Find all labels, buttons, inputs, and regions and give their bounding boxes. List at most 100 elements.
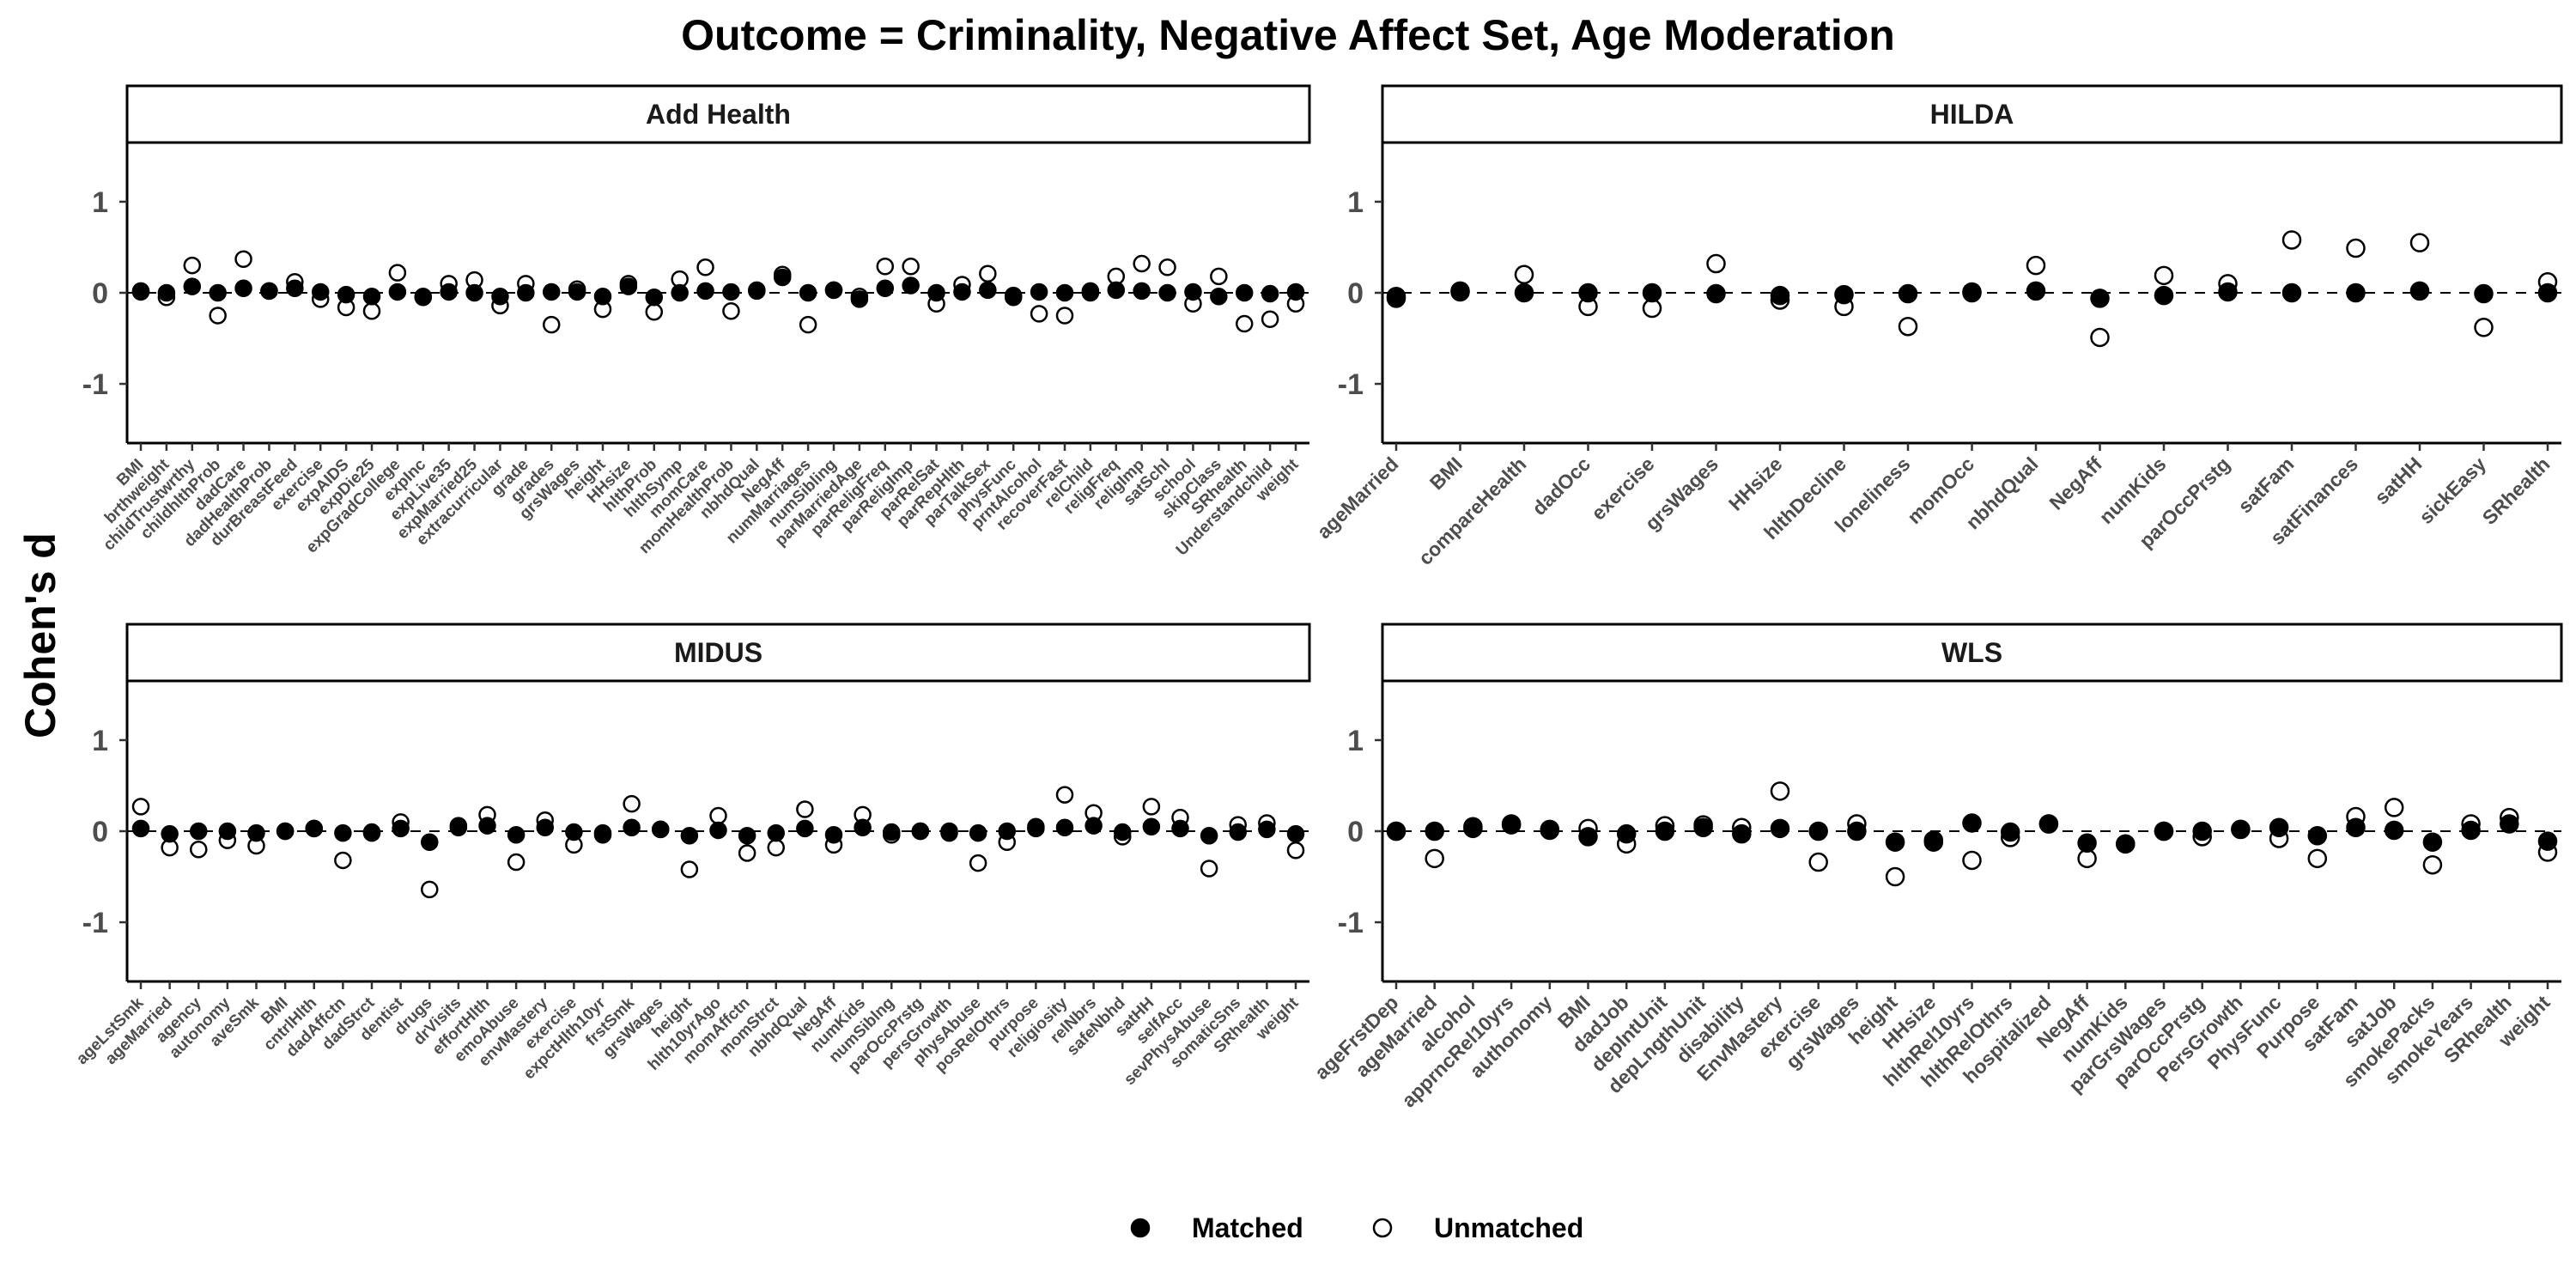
matched-point	[1030, 283, 1048, 301]
matched-point	[645, 289, 664, 307]
matched-point	[1158, 283, 1176, 302]
matched-point	[1616, 823, 1637, 844]
unmatched-point	[362, 301, 381, 320]
unmatched-point	[1425, 848, 1444, 869]
legend-marker-unmatched	[1372, 1218, 1393, 1238]
unmatched-point	[131, 798, 150, 816]
y-tick-label: 1	[92, 725, 108, 757]
unmatched-point	[234, 250, 252, 269]
matched-point	[969, 823, 987, 842]
unmatched-point	[680, 860, 699, 878]
matched-point	[1210, 287, 1228, 306]
unmatched-point	[2422, 854, 2443, 875]
unmatched-point	[696, 258, 714, 276]
matched-point	[1642, 283, 1662, 303]
matched-point	[2461, 820, 2481, 841]
matched-point	[1386, 286, 1406, 307]
unmatched-point	[2307, 848, 2328, 869]
matched-point	[2346, 283, 2366, 303]
unmatched-point	[421, 880, 439, 899]
matched-point	[2038, 814, 2059, 834]
matched-point	[1578, 827, 1598, 847]
matched-point	[1923, 832, 1944, 852]
y-tick-label: 1	[1347, 186, 1364, 219]
matched-point	[2384, 820, 2404, 841]
matched-point	[568, 283, 586, 301]
matched-point	[593, 823, 612, 842]
matched-point	[234, 279, 252, 297]
unmatched-point	[2346, 238, 2366, 258]
matched-point	[1055, 818, 1074, 837]
unmatched-point	[2281, 230, 2302, 250]
matched-point	[799, 283, 817, 302]
matched-point	[2192, 821, 2212, 841]
unmatched-point	[1055, 786, 1074, 804]
matched-point	[824, 281, 843, 300]
y-tick-label: -1	[82, 907, 108, 939]
matched-point	[1261, 284, 1279, 303]
unmatched-point	[1962, 850, 1982, 871]
matched-point	[1463, 818, 1483, 839]
matched-point	[1962, 813, 1982, 833]
matched-point	[1027, 819, 1045, 838]
unmatched-point	[1133, 254, 1151, 273]
matched-point	[883, 823, 901, 841]
matched-point	[311, 283, 330, 301]
matched-point	[1171, 819, 1189, 838]
matched-point	[157, 283, 176, 302]
matched-point	[671, 283, 689, 302]
matched-point	[2090, 289, 2110, 308]
y-tick-label: 0	[1347, 277, 1364, 310]
matched-point	[593, 287, 612, 306]
matched-point	[305, 819, 323, 838]
matched-point	[190, 822, 208, 841]
unmatched-point	[645, 303, 664, 321]
matched-point	[286, 279, 304, 297]
unmatched-point	[2384, 798, 2404, 817]
unmatched-point	[1808, 852, 1828, 872]
matched-point	[876, 279, 895, 297]
matched-point	[183, 277, 202, 295]
matched-point	[536, 818, 554, 837]
legend-label-matched: Matched	[1192, 1212, 1303, 1243]
matched-point	[1055, 283, 1074, 302]
y-tick-label: 0	[92, 816, 108, 848]
y-tick-label: 1	[1347, 725, 1364, 757]
matched-point	[131, 282, 150, 301]
matched-point	[260, 282, 278, 301]
matched-point	[1450, 282, 1470, 302]
unmatched-point	[2474, 318, 2494, 337]
y-tick-label: -1	[82, 368, 108, 401]
panel-strip-title: WLS	[1941, 637, 2002, 668]
unmatched-point	[1286, 841, 1305, 860]
matched-point	[796, 819, 814, 838]
matched-point	[517, 283, 535, 302]
matched-point	[1004, 289, 1023, 307]
matched-point	[491, 287, 509, 306]
matched-point	[1655, 821, 1675, 841]
matched-point	[2409, 281, 2430, 301]
matched-point	[414, 289, 433, 307]
matched-point	[2281, 283, 2302, 303]
matched-point	[2537, 831, 2558, 851]
y-tick-label: -1	[1338, 368, 1364, 401]
unmatched-point	[1200, 860, 1218, 878]
legend-label-unmatched: Unmatched	[1434, 1212, 1583, 1243]
unmatched-point	[1235, 314, 1254, 333]
matched-point	[2307, 826, 2328, 846]
unmatched-point	[799, 315, 817, 334]
unmatched-point	[388, 264, 407, 282]
legend: Matched Unmatched	[1130, 1212, 1583, 1243]
matched-point	[1142, 817, 1161, 835]
matched-point	[247, 823, 265, 842]
matched-point	[652, 820, 670, 839]
y-tick-label: 0	[1347, 816, 1364, 848]
matched-point	[680, 827, 699, 845]
matched-point	[2422, 832, 2443, 852]
matched-point	[979, 281, 997, 300]
matched-point	[1962, 282, 1982, 302]
matched-point	[1847, 821, 1867, 841]
matched-point	[1693, 817, 1713, 838]
matched-point	[392, 819, 410, 838]
matched-point	[421, 833, 439, 851]
